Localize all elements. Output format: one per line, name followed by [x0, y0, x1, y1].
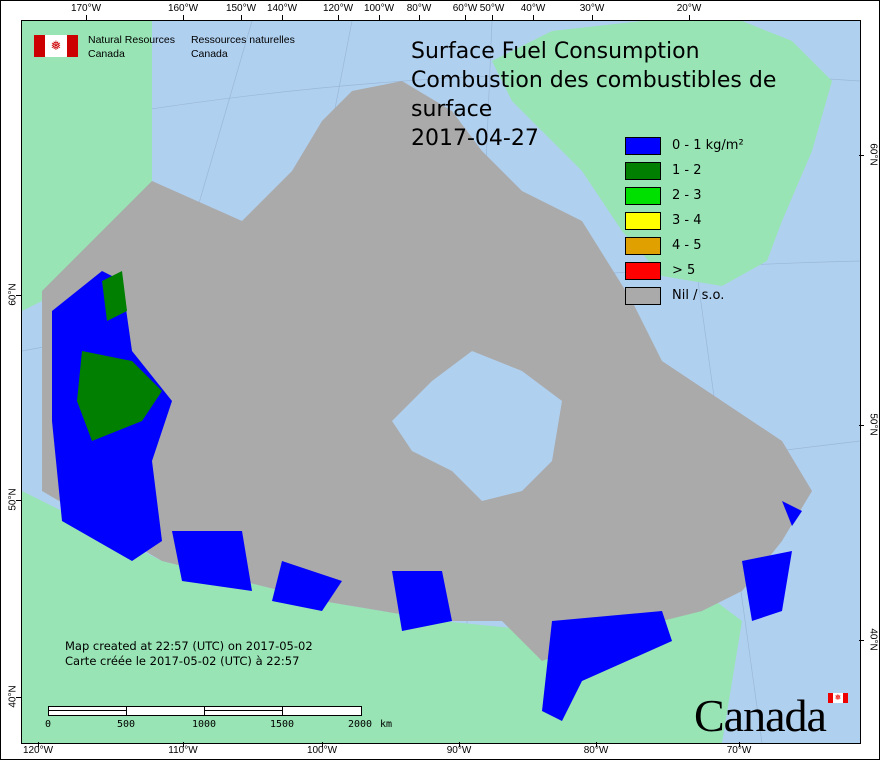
- legend-item: 4 - 5: [625, 233, 744, 258]
- alaska-land: [22, 21, 152, 311]
- legend-item: Nil / s.o.: [625, 283, 744, 308]
- graticule-label-right: 50°N: [867, 413, 879, 436]
- legend-label: 4 - 5: [672, 238, 702, 253]
- graticule-label-top: 100°W: [363, 3, 395, 14]
- legend-label: > 5: [672, 263, 696, 278]
- graticule-tick: [86, 15, 87, 20]
- scale-label: 0: [44, 719, 52, 730]
- graticule-label-top: 80°W: [406, 3, 432, 14]
- graticule-tick: [322, 742, 323, 747]
- graticule-tick: [183, 15, 184, 20]
- graticule-label-top: 170°W: [70, 3, 102, 14]
- scale-label: 2000: [347, 719, 373, 730]
- graticule-tick: [379, 15, 380, 20]
- graticule-tick: [241, 15, 242, 20]
- legend-item: 1 - 2: [625, 158, 744, 183]
- graticule-label-right: 40°N: [867, 628, 879, 651]
- canada-land: [42, 81, 812, 661]
- legend-swatch: [625, 211, 661, 230]
- canada-flag-icon: ❅: [34, 35, 78, 57]
- credit-en: Map created at 22:57 (UTC) on 2017-05-02: [65, 639, 313, 653]
- legend-swatch: [625, 186, 661, 205]
- graticule-tick: [38, 742, 39, 747]
- title-date: 2017-04-27: [411, 126, 539, 151]
- graticule-label-right: 60°N: [867, 143, 879, 166]
- org-en-line1: Natural Resources: [88, 34, 175, 46]
- graticule-label-top: 140°W: [266, 3, 298, 14]
- nrcan-signature: ❅ Natural Resources Canada Ressources nat…: [34, 33, 311, 61]
- legend-item: > 5: [625, 258, 744, 283]
- legend-label: 2 - 3: [672, 188, 702, 203]
- graticule-tick: [282, 15, 283, 20]
- graticule-tick: [492, 15, 493, 20]
- legend-swatch: [625, 136, 661, 155]
- legend-swatch: [625, 261, 661, 280]
- org-fr-line1: Ressources naturelles: [190, 34, 295, 46]
- graticule-tick: [16, 295, 21, 296]
- map-area: ❅ Natural Resources Canada Ressources nat…: [21, 20, 861, 744]
- org-fr-line2: Canada: [190, 48, 228, 60]
- graticule-label-top: 120°W: [322, 3, 354, 14]
- graticule-label-top: 60°W: [452, 3, 478, 14]
- legend-item: 0 - 1 kg/m²: [625, 133, 744, 158]
- graticule-tick: [338, 15, 339, 20]
- legend: 0 - 1 kg/m² 1 - 2 2 - 3 3 - 4 4 - 5 > 5 Nil / …: [625, 133, 744, 308]
- graticule-label-bottom: 120°W: [22, 745, 54, 756]
- legend-item: 3 - 4: [625, 208, 744, 233]
- fire-consumption-moderate: [77, 271, 162, 441]
- graticule-tick: [689, 15, 690, 20]
- legend-swatch: [625, 161, 661, 180]
- graticule-label-bottom: 70°W: [726, 745, 752, 756]
- graticule-tick: [859, 155, 864, 156]
- greenland-land: [492, 21, 832, 286]
- legend-label: 1 - 2: [672, 163, 702, 178]
- scale-bar: [48, 706, 362, 716]
- title-fr: Combustion des combustibles de surface: [411, 68, 777, 122]
- graticule-tick: [739, 742, 740, 747]
- wordmark-flag-icon: ❅: [828, 693, 848, 703]
- legend-label: 3 - 4: [672, 213, 702, 228]
- graticule-label-top: 150°W: [225, 3, 257, 14]
- hudson-bay: [392, 351, 562, 501]
- graticule-tick: [16, 697, 21, 698]
- graticule-tick: [533, 15, 534, 20]
- scale-label: 1000: [191, 719, 217, 730]
- graticule-tick: [859, 425, 864, 426]
- graticule-tick: [465, 15, 466, 20]
- map-canvas: [22, 21, 860, 743]
- graticule-tick: [183, 742, 184, 747]
- graticule-tick: [859, 640, 864, 641]
- graticule-label-top: 40°W: [520, 3, 546, 14]
- legend-swatch: [625, 286, 661, 305]
- graticule-label-bottom: 110°W: [168, 745, 198, 756]
- scale-label: 1500: [269, 719, 295, 730]
- scale-unit: km: [379, 719, 393, 730]
- credit-fr: Carte créée le 2017-05-02 (UTC) à 22:57: [65, 654, 300, 668]
- graticule-tick: [16, 500, 21, 501]
- map-credit: Map created at 22:57 (UTC) on 2017-05-02…: [65, 639, 313, 669]
- graticule-tick: [596, 742, 597, 747]
- legend-label: 0 - 1 kg/m²: [672, 138, 744, 153]
- legend-item: 2 - 3: [625, 183, 744, 208]
- graticule-tick: [419, 15, 420, 20]
- graticule-label-bottom: 90°W: [446, 745, 472, 756]
- graticule-label-top: 20°W: [676, 3, 702, 14]
- legend-swatch: [625, 236, 661, 255]
- title-en: Surface Fuel Consumption: [411, 39, 700, 64]
- graticule-label-bottom: 80°W: [583, 745, 609, 756]
- graticule-label-bottom: 100°W: [306, 745, 338, 756]
- graticule-label-top: 30°W: [579, 3, 605, 14]
- legend-label: Nil / s.o.: [672, 288, 725, 303]
- graticule-label-top: 160°W: [167, 3, 199, 14]
- map-title: Surface Fuel Consumption Combustion des …: [411, 37, 860, 153]
- org-en-line2: Canada: [88, 48, 125, 60]
- scale-label: 500: [116, 719, 136, 730]
- graticule-tick: [459, 742, 460, 747]
- graticule-label-top: 50°W: [479, 3, 505, 14]
- graticule-tick: [592, 15, 593, 20]
- canada-wordmark: Canada: [694, 690, 827, 741]
